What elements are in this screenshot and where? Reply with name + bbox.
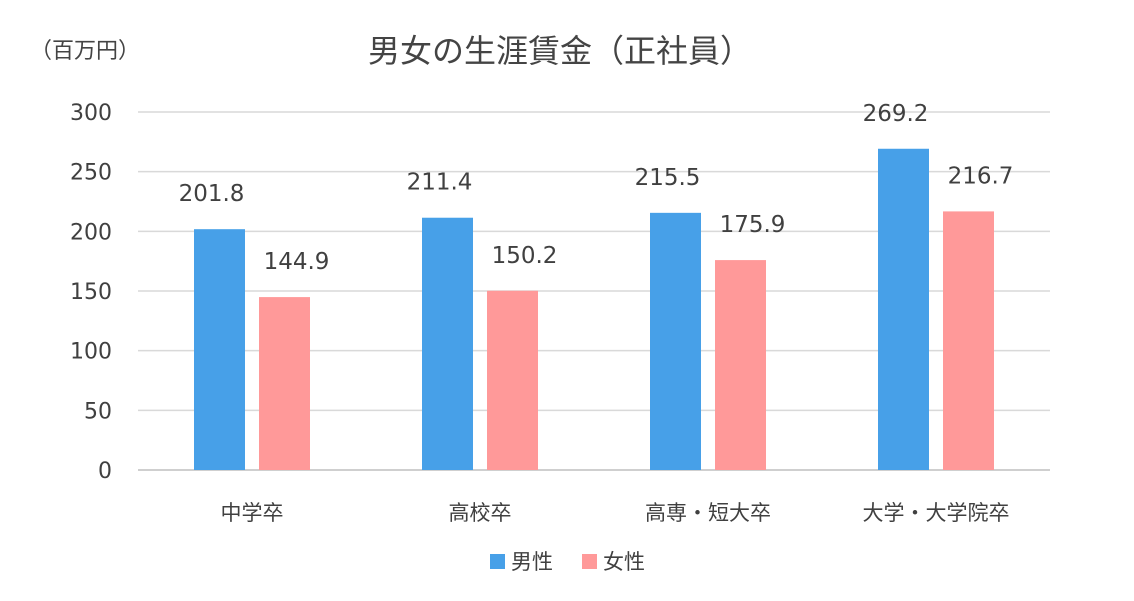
- legend-swatch-female: [582, 554, 597, 569]
- data-label: 144.9: [264, 249, 330, 275]
- bar-male: [422, 217, 473, 470]
- bar-female: [259, 297, 310, 470]
- category-label: 高校卒: [449, 501, 512, 525]
- data-label: 216.7: [948, 163, 1014, 189]
- y-tick-label: 300: [70, 101, 112, 126]
- bar-male: [878, 148, 929, 470]
- category-label: 高専・短大卒: [645, 501, 771, 525]
- legend: 男性 女性: [490, 550, 645, 574]
- bar-female: [943, 211, 994, 470]
- y-tick-label: 200: [70, 220, 112, 245]
- bar-female: [487, 290, 538, 470]
- bar-male: [194, 229, 245, 470]
- bar-female: [715, 260, 766, 470]
- chart-title: 男女の生涯賃金（正社員）: [368, 32, 752, 70]
- data-label: 211.4: [407, 170, 473, 196]
- legend-label-female: 女性: [603, 550, 645, 574]
- bar-male: [650, 212, 701, 470]
- data-labels: 201.8 144.9 211.4 150.2 215.5 175.9 269.2 216.7: [179, 101, 1014, 275]
- data-label: 175.9: [720, 212, 786, 238]
- data-label: 201.8: [179, 181, 245, 207]
- y-tick-label: 0: [98, 459, 112, 484]
- y-axis-unit-label: （百万円）: [30, 39, 140, 64]
- y-axis-ticks: 0 50 100 150 200 250 300: [70, 101, 112, 484]
- legend-swatch-male: [490, 554, 505, 569]
- data-label: 215.5: [635, 165, 701, 191]
- y-tick-label: 50: [84, 399, 112, 424]
- legend-label-male: 男性: [511, 550, 553, 574]
- data-label: 269.2: [863, 101, 929, 127]
- data-label: 150.2: [492, 243, 558, 269]
- y-tick-label: 150: [70, 280, 112, 305]
- bars: [194, 148, 994, 470]
- category-label: 中学卒: [221, 501, 284, 525]
- x-axis-categories: 中学卒 高校卒 高専・短大卒 大学・大学院卒: [221, 501, 1010, 525]
- y-tick-label: 250: [70, 161, 112, 186]
- y-tick-label: 100: [70, 340, 112, 365]
- category-label: 大学・大学院卒: [863, 501, 1010, 525]
